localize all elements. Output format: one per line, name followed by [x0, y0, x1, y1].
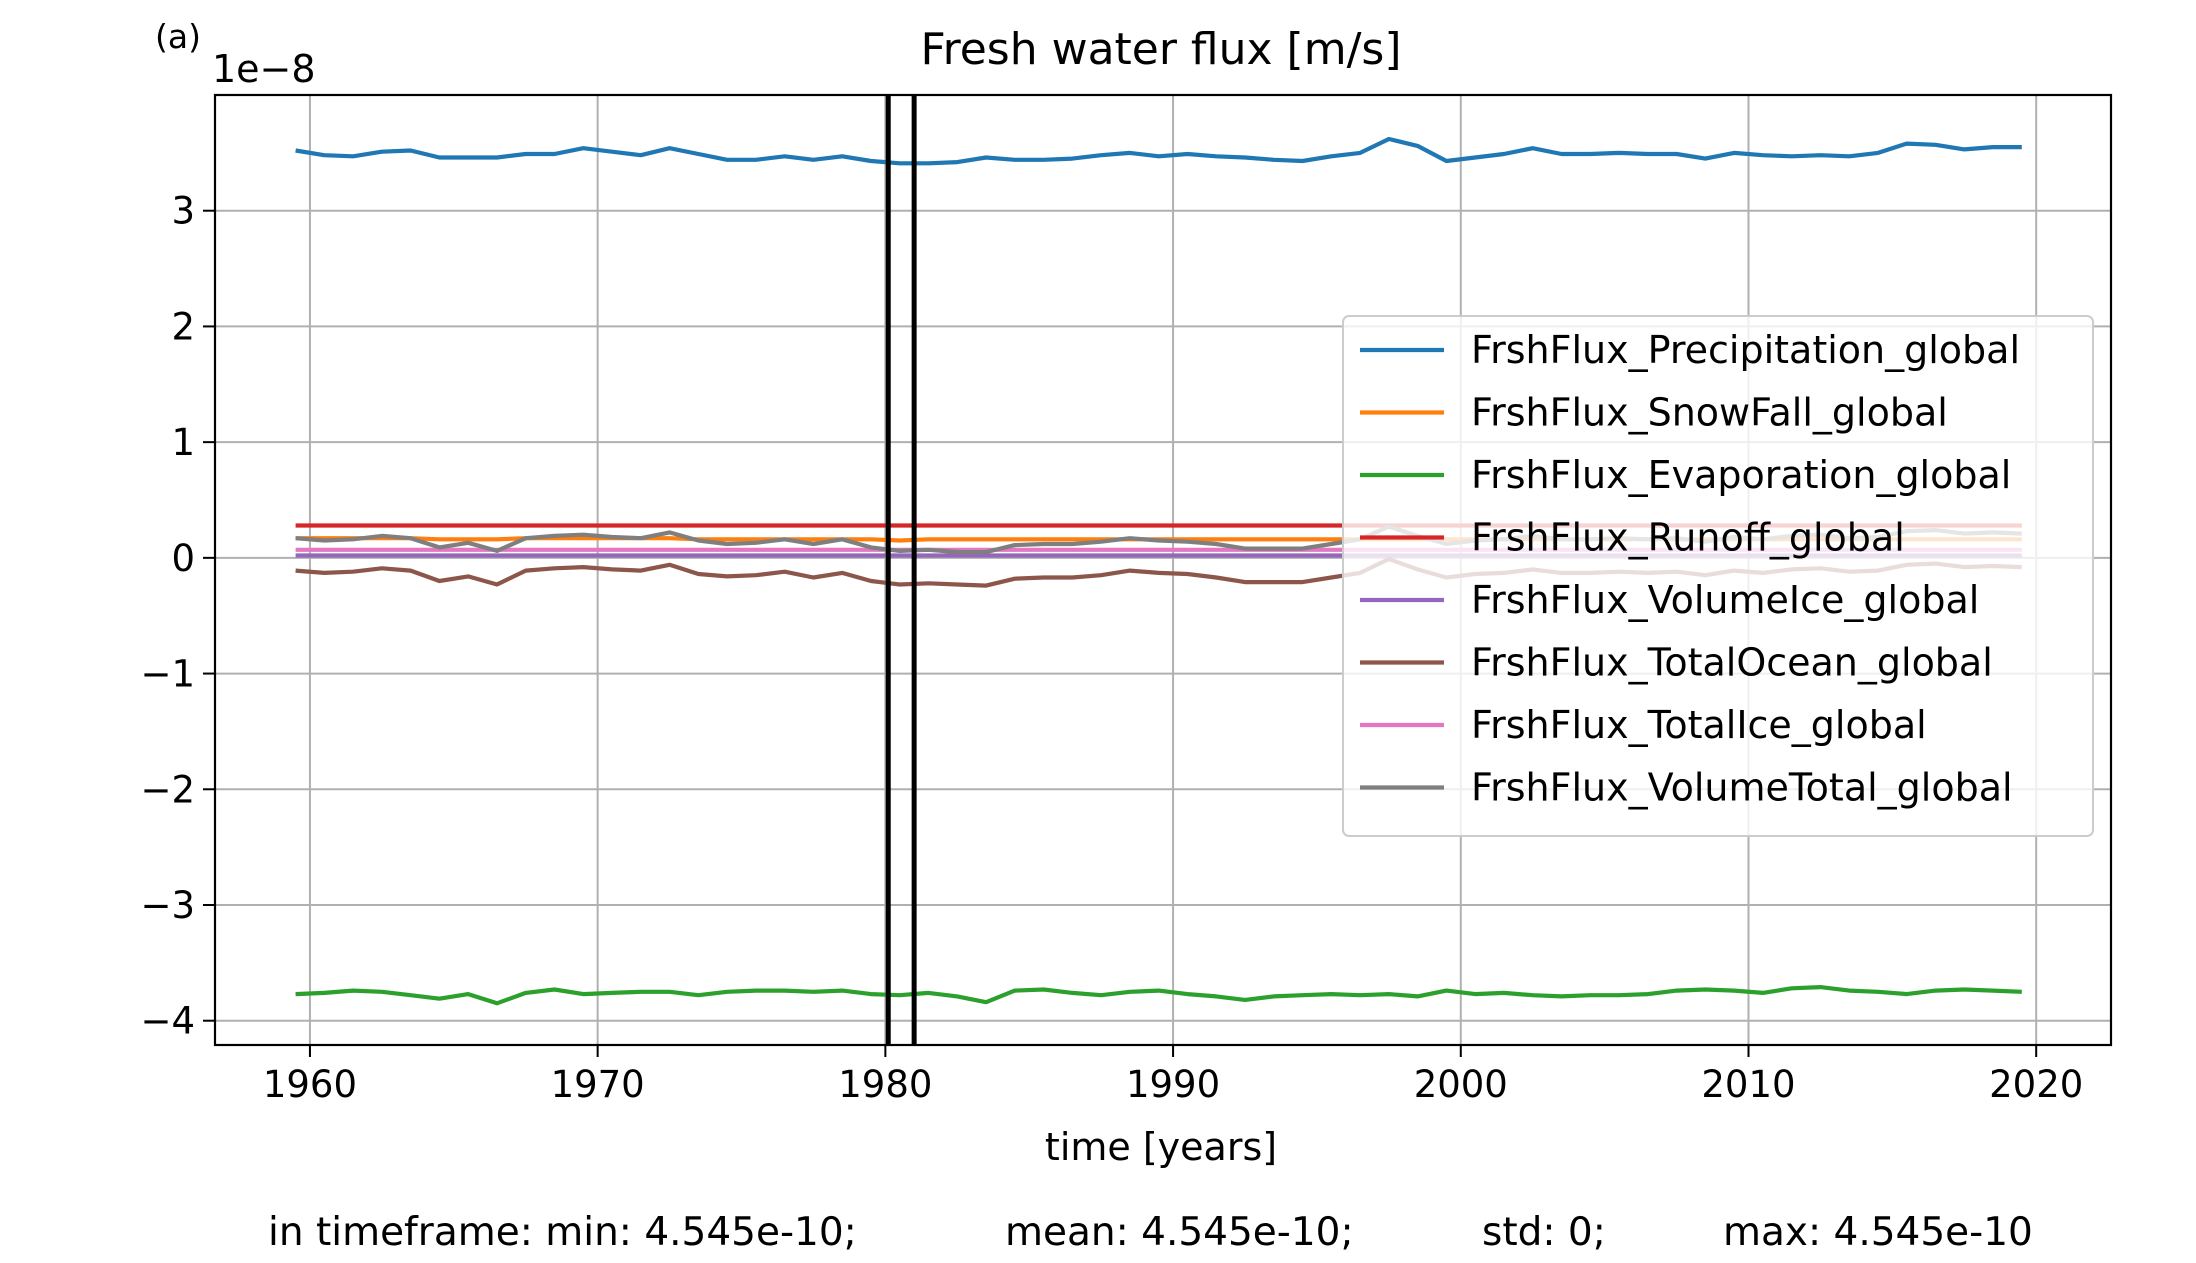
legend-label: FrshFlux_TotalIce_global: [1471, 703, 1927, 747]
y-tick-label: −4: [140, 1000, 195, 1043]
chart-title: Fresh water flux [m/s]: [920, 24, 1401, 75]
legend-label: FrshFlux_TotalOcean_global: [1471, 641, 1993, 685]
series-line: [295, 984, 2022, 1006]
legend-box: [1342, 315, 2094, 837]
x-tick-label: 2000: [1414, 1063, 1508, 1106]
x-tick-label: 1960: [263, 1063, 357, 1106]
axis-ticks: 1960 1970 1980 1990 2000 2010 2020 −4 −3 −2 −1 0 1 2 3: [140, 190, 2083, 1106]
y-tick-label: −1: [140, 653, 195, 696]
legend-label: FrshFlux_SnowFall_global: [1471, 391, 1948, 435]
y-tick-label: −3: [140, 884, 195, 927]
x-axis-label: time [years]: [1045, 1125, 1277, 1169]
summary-max: max: 4.545e-10: [1723, 1210, 2033, 1255]
y-tick-label: −2: [140, 768, 195, 811]
legend-label: FrshFlux_VolumeIce_global: [1471, 578, 1979, 622]
x-tick-label: 1970: [551, 1063, 645, 1106]
legend-label: FrshFlux_VolumeTotal_global: [1471, 766, 2013, 810]
plot-frame: [213, 93, 2113, 1047]
summary-min: in timeframe: min: 4.545e-10;: [268, 1210, 857, 1255]
y-tick-label: 3: [171, 190, 195, 233]
legend: FrshFlux_Precipitation_global FrshFlux_Sn…: [1342, 315, 2094, 837]
x-tick-label: 2020: [1989, 1063, 2083, 1106]
series-line: [295, 136, 2022, 166]
summary-std: std: 0;: [1482, 1210, 1606, 1255]
y-axis-offset-label: 1e−8: [212, 47, 316, 91]
legend-label: FrshFlux_Evaporation_global: [1471, 453, 2011, 497]
x-tick-label: 1990: [1126, 1063, 1220, 1106]
legend-label: FrshFlux_Runoff_global: [1471, 516, 1905, 560]
legend-label: FrshFlux_Precipitation_global: [1471, 328, 2020, 372]
y-tick-label: 1: [171, 421, 195, 464]
y-tick-label: 2: [171, 305, 195, 348]
x-tick-label: 2010: [1701, 1063, 1795, 1106]
panel-label: (a): [155, 17, 201, 56]
x-tick-label: 1980: [838, 1063, 932, 1106]
y-tick-label: 0: [171, 537, 195, 580]
summary-mean: mean: 4.545e-10;: [1005, 1210, 1354, 1255]
vertical-markers: [885, 95, 917, 1045]
